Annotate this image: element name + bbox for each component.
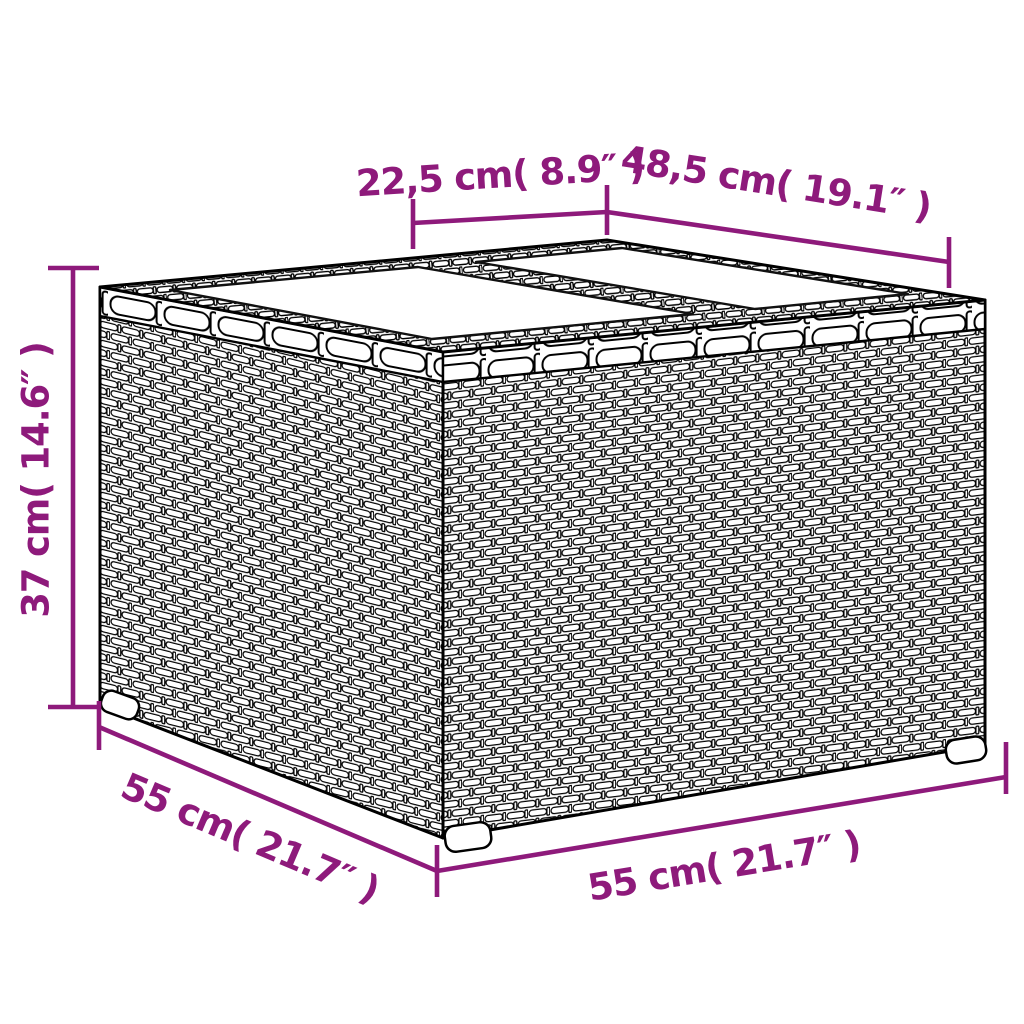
table-feet <box>99 689 988 854</box>
glass-panel-back <box>474 246 910 311</box>
table-right-face <box>441 298 987 840</box>
dimension-label-height: 37 cm( 14.6″ ) <box>14 342 58 618</box>
dimension-line-panel-length <box>606 209 950 265</box>
dimension-line-panel-width <box>412 209 608 226</box>
dimension-line-width <box>436 774 1007 874</box>
dimension-lines <box>48 185 1009 897</box>
dimension-line-depth <box>98 724 438 874</box>
table-illustration <box>98 238 988 854</box>
glass-panel-front <box>168 265 695 341</box>
